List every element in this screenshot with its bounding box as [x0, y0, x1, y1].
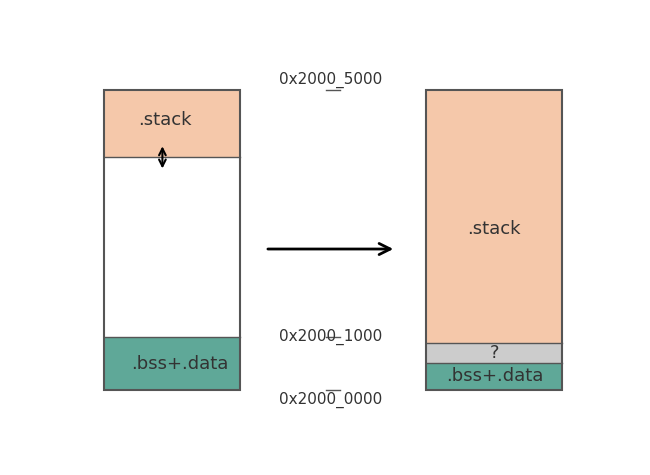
- Text: .stack: .stack: [138, 111, 191, 129]
- Bar: [104, 90, 240, 157]
- Text: .stack: .stack: [467, 220, 521, 238]
- Bar: [104, 337, 240, 390]
- Text: .bss+.data: .bss+.data: [131, 355, 229, 372]
- Bar: [426, 363, 562, 390]
- Bar: [426, 343, 562, 363]
- Bar: [104, 157, 240, 337]
- Bar: [104, 90, 240, 390]
- Text: 0x2000_0000: 0x2000_0000: [279, 392, 382, 408]
- Text: .bss+.data: .bss+.data: [446, 367, 543, 385]
- Text: 0x2000_1000: 0x2000_1000: [279, 329, 382, 345]
- Text: ?: ?: [489, 344, 499, 362]
- Text: 0x2000_5000: 0x2000_5000: [279, 72, 382, 88]
- Bar: [426, 90, 562, 390]
- Bar: [426, 90, 562, 343]
